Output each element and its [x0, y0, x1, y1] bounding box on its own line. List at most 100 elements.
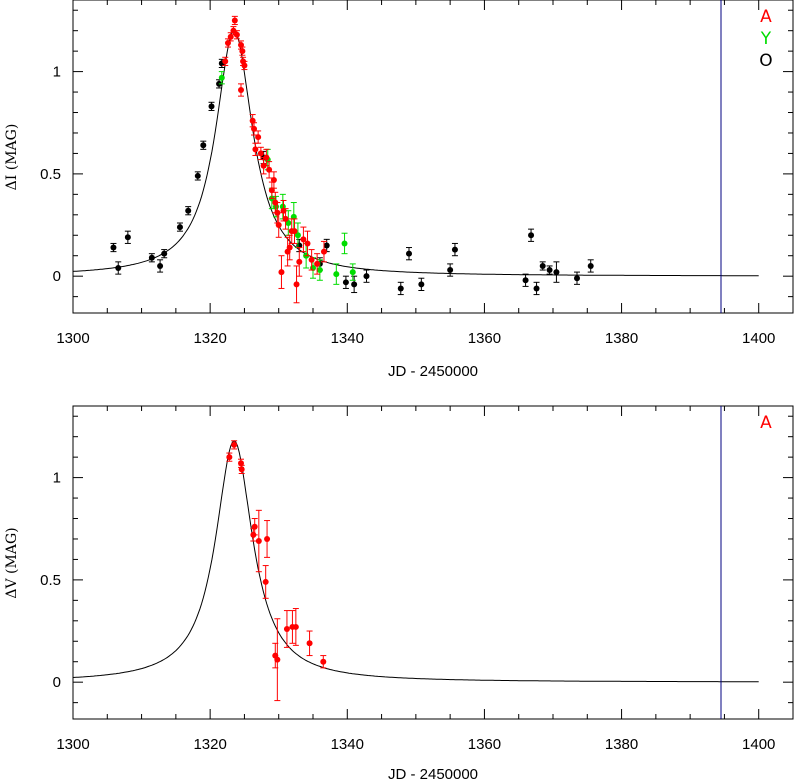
data-marker: [257, 150, 264, 157]
data-point-a: [268, 181, 275, 199]
x-tick-label: 1360: [468, 330, 501, 347]
data-marker: [231, 17, 238, 24]
data-marker: [161, 250, 168, 257]
data-point-y: [294, 222, 301, 249]
data-point-a: [292, 608, 299, 646]
axis-tick-labels: 1300 1320 1340 1360 1380 1400 0 0.5 1: [40, 470, 775, 753]
data-marker: [233, 31, 240, 38]
data-point-a: [283, 610, 290, 648]
data-marker: [574, 275, 580, 282]
data-point-a: [275, 212, 282, 238]
legend-entry: Y: [760, 29, 772, 49]
data-point-a: [262, 565, 269, 599]
data-point-a: [264, 520, 271, 558]
data-marker: [280, 207, 287, 214]
data-marker: [292, 623, 299, 630]
x-tick-label: 1320: [193, 736, 226, 753]
data-marker: [320, 248, 327, 255]
data-marker: [406, 250, 412, 257]
data-point-a: [238, 464, 245, 475]
x-axis-title: JD - 2450000: [388, 363, 478, 380]
data-point-o: [539, 261, 546, 271]
data-point-a: [251, 122, 258, 136]
data-point-a: [304, 230, 311, 257]
data-marker: [208, 103, 215, 110]
data-point-a: [306, 630, 313, 657]
data-marker: [110, 244, 117, 251]
data-marker: [278, 269, 285, 276]
data-marker: [231, 441, 238, 448]
data-marker: [251, 125, 258, 132]
data-marker: [316, 267, 323, 274]
data-point-o: [587, 259, 594, 273]
data-marker: [238, 42, 244, 49]
axis-tick-labels: 1300 1320 1340 1360 1380 1400 0 0.5 1: [40, 64, 775, 347]
data-point-o: [342, 275, 349, 289]
data-point-a: [238, 458, 244, 468]
data-marker: [447, 267, 454, 274]
data-marker: [194, 172, 201, 179]
data-marker: [268, 187, 275, 194]
data-point-a: [263, 148, 270, 167]
data-marker: [553, 269, 560, 276]
data-point-a: [231, 15, 238, 26]
data-point-y: [341, 232, 348, 255]
data-point-a: [314, 253, 321, 275]
data-point-o: [406, 247, 412, 261]
data-marker: [264, 535, 271, 542]
x-tick-label: 1400: [742, 330, 775, 347]
data-point-a: [222, 56, 229, 66]
x-tick-label: 1400: [742, 736, 775, 753]
data-marker: [266, 166, 273, 173]
data-point-a: [320, 655, 327, 669]
data-marker: [397, 285, 404, 292]
data-marker: [294, 232, 301, 239]
x-tick-label: 1340: [331, 330, 364, 347]
data-point-a: [300, 226, 307, 253]
legend-entry: O: [759, 51, 772, 71]
data-marker: [286, 244, 293, 251]
model-curve: [72, 30, 759, 277]
data-marker: [239, 48, 246, 55]
data-point-o: [148, 253, 155, 263]
data-marker: [262, 578, 269, 585]
data-marker: [251, 523, 258, 530]
data-marker: [533, 285, 540, 292]
data-point-a: [231, 440, 238, 450]
data-marker: [230, 27, 237, 34]
data-marker: [238, 466, 245, 473]
data-point-y: [218, 71, 225, 85]
data-marker: [274, 656, 281, 663]
data-point-o: [194, 171, 201, 181]
data-point-a: [320, 240, 327, 263]
axis-ticks: [72, 406, 794, 719]
data-marker: [226, 454, 233, 461]
plot-frame: [72, 405, 794, 720]
data-point-o: [110, 242, 117, 253]
data-point-a: [239, 46, 246, 56]
data-marker: [333, 271, 340, 278]
data-point-a: [226, 452, 233, 462]
legend: AYO: [759, 7, 772, 71]
data-point-a: [255, 130, 262, 144]
data-point-o: [115, 261, 122, 275]
data-marker: [238, 460, 244, 467]
x-tick-label: 1300: [56, 330, 89, 347]
data-marker: [238, 87, 244, 94]
data-point-y: [333, 263, 340, 285]
data-marker: [249, 117, 256, 124]
data-marker: [539, 262, 546, 269]
data-point-o: [351, 275, 358, 294]
x-tick-label: 1380: [605, 736, 638, 753]
x-tick-label: 1320: [193, 330, 226, 347]
data-point-o: [363, 269, 370, 283]
data-marker: [185, 207, 192, 214]
data-marker: [224, 39, 231, 46]
x-tick-label: 1360: [468, 736, 501, 753]
data-point-a: [291, 218, 298, 244]
model-curve: [72, 440, 759, 683]
data-marker: [314, 260, 321, 267]
legend: A: [760, 413, 772, 433]
data-point-a: [274, 618, 281, 702]
data-marker: [351, 281, 358, 288]
